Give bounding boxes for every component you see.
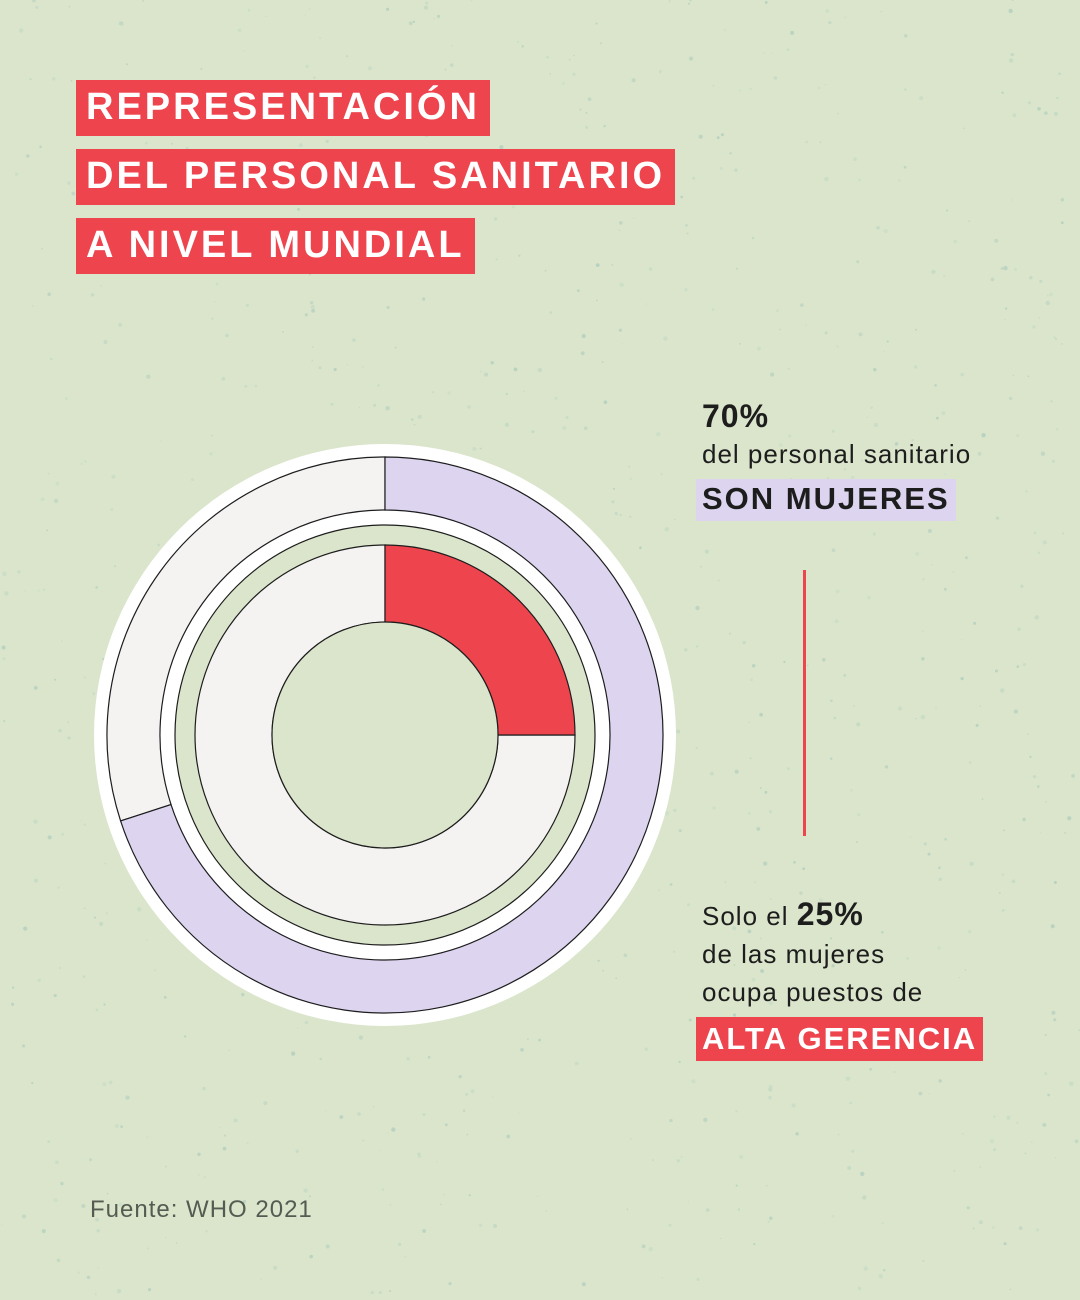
page-title: REPRESENTACIÓN DEL PERSONAL SANITARIO A … xyxy=(76,80,676,287)
chart-center-hole xyxy=(271,621,499,849)
title-line-1: REPRESENTACIÓN xyxy=(76,80,490,136)
outer-ring-highlight-segment xyxy=(119,456,664,1014)
management-share-stat: Solo el 25% de las mujeres ocupa puestos… xyxy=(696,895,984,1061)
divider-line xyxy=(803,570,806,836)
women-share-percent: 70% xyxy=(702,398,770,434)
title-line-3: A NIVEL MUNDIAL xyxy=(76,218,475,274)
management-percent: 25% xyxy=(796,896,864,932)
women-share-text: del personal sanitario xyxy=(702,439,972,469)
women-share-highlight: SON MUJERES xyxy=(696,479,956,521)
title-line-2: DEL PERSONAL SANITARIO xyxy=(76,149,676,205)
management-line-3: ocupa puestos de xyxy=(702,977,924,1007)
women-share-stat: 70% del personal sanitario SON MUJERES xyxy=(696,398,972,521)
source-note: Fuente: WHO 2021 xyxy=(90,1196,313,1223)
nested-donut-chart xyxy=(94,444,676,1026)
management-prefix: Solo el xyxy=(702,901,789,931)
outer-ring xyxy=(106,456,664,1014)
management-line-2: de las mujeres xyxy=(702,939,886,969)
management-highlight: ALTA GERENCIA xyxy=(696,1017,984,1061)
